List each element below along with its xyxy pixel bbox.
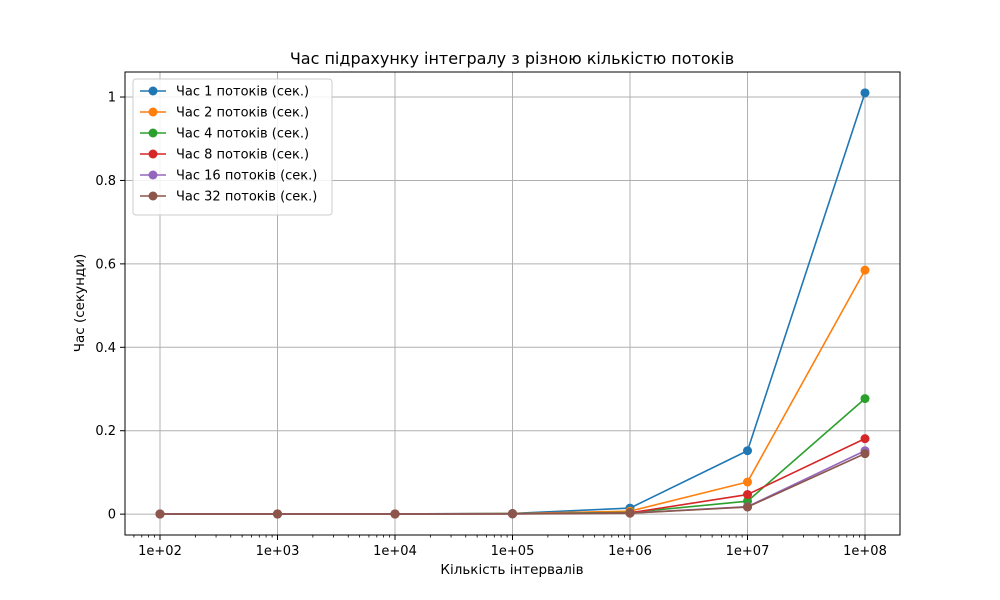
x-tick-label: 1e+06 (608, 544, 652, 559)
x-axis-label: Кількість інтервалів (440, 562, 583, 578)
y-tick-label: 0 (108, 508, 116, 523)
x-tick-label: 1e+08 (843, 544, 887, 559)
x-tick-label: 1e+04 (373, 544, 417, 559)
data-point (625, 508, 635, 518)
chart-title: Час підрахунку інтегралу з різною кількі… (290, 49, 734, 68)
y-tick-label: 0.6 (95, 257, 116, 272)
legend-marker (148, 86, 158, 96)
data-point (860, 88, 870, 98)
legend-label: Час 2 потоків (сек.) (176, 106, 309, 121)
legend-marker (148, 191, 158, 201)
data-point (860, 449, 870, 459)
legend-label: Час 4 потоків (сек.) (176, 127, 309, 142)
legend: Час 1 потоків (сек.) Час 2 потоків (сек.)… (132, 78, 333, 216)
legend-item: Час 1 потоків (сек.) (140, 85, 309, 100)
x-tick-label: 1e+05 (491, 544, 535, 559)
legend-label: Час 32 потоків (сек.) (176, 190, 317, 205)
data-point (860, 265, 870, 275)
data-point (860, 434, 870, 444)
series-layer (155, 88, 870, 519)
legend-label: Час 1 потоків (сек.) (176, 85, 309, 100)
legend-label: Час 16 потоків (сек.) (176, 169, 317, 184)
y-axis: 0 0.2 0.4 0.6 0.8 1 (95, 91, 125, 523)
y-axis-label: Час (секунди) (72, 254, 88, 353)
legend-marker (148, 170, 158, 180)
y-tick-label: 0.4 (95, 341, 116, 356)
x-axis: 1e+02 1e+03 1e+04 1e+05 1e+06 1e+07 1e+08 (133, 535, 887, 559)
y-tick-label: 0.8 (95, 174, 116, 189)
y-tick-label: 1 (108, 91, 116, 106)
data-point (743, 477, 752, 487)
legend-label: Час 8 потоків (сек.) (176, 148, 309, 163)
y-tick-label: 0.2 (95, 424, 116, 439)
data-point (155, 509, 165, 519)
x-tick-label: 1e+02 (138, 544, 182, 559)
series-6 (155, 449, 870, 519)
legend-item: Час 8 потоків (сек.) (140, 148, 309, 163)
data-point (390, 509, 400, 519)
legend-item: Час 16 потоків (сек.) (140, 169, 317, 184)
legend-item: Час 2 потоків (сек.) (140, 106, 309, 121)
legend-marker (148, 149, 158, 159)
data-point (743, 502, 752, 512)
legend-item: Час 4 потоків (сек.) (140, 127, 309, 142)
data-point (860, 394, 870, 404)
data-point (273, 509, 282, 519)
legend-marker (148, 128, 158, 138)
data-point (743, 446, 752, 456)
legend-item: Час 32 потоків (сек.) (140, 190, 317, 205)
x-tick-label: 1e+03 (256, 544, 300, 559)
legend-marker (148, 107, 158, 117)
data-point (743, 490, 752, 500)
legend-box (132, 78, 333, 216)
x-tick-label: 1e+07 (726, 544, 770, 559)
data-point (508, 509, 517, 519)
